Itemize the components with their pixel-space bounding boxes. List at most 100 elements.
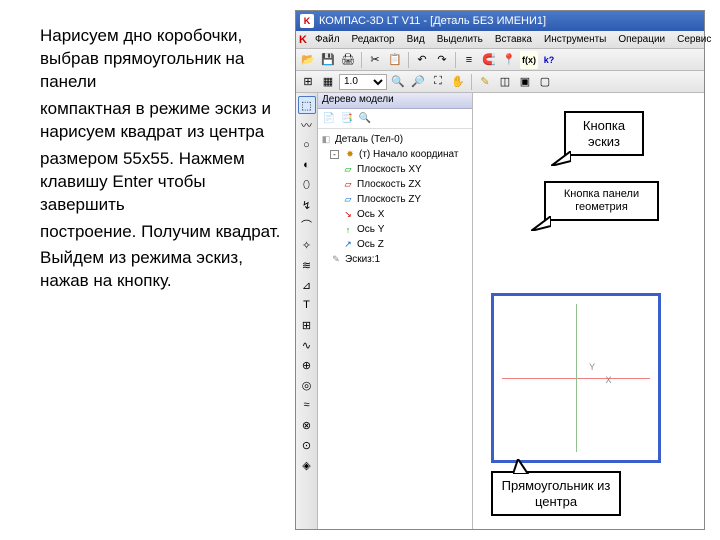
plane-icon: ▱ [342,164,354,176]
menu-select[interactable]: Выделить [432,33,488,46]
spline-icon[interactable]: ↯ [298,196,316,214]
x-axis-label: X [606,375,612,385]
p4: построение. Получим квадрат. [40,221,285,244]
window-title: КОМПАС-3D LT V11 - [Деталь БЕЗ ИМЕНИ1] [319,15,546,27]
sketch-icon: ✎ [330,254,342,266]
callout-rect-center: Прямоугольник из центра [491,471,621,516]
open-icon[interactable]: 📂 [299,51,317,69]
grid-icon[interactable]: ⊞ [299,73,317,91]
sketch-button[interactable]: ✎ [476,73,494,91]
workarea: ⬚ 〰 ○ ◐ ⬯ ↯ ⌒ ✧ ≋ ⊿ T ⊞ ∿ ⊕ ◎ ≈ ⊗ ⊙ ◈ Де… [296,93,704,529]
collapse-icon[interactable]: - [330,150,339,159]
tree-plane-xy[interactable]: ▱ Плоскость XY [320,162,470,177]
help-button[interactable]: k? [540,51,558,69]
chamfer-icon[interactable]: ⊿ [298,276,316,294]
arc-icon[interactable]: ◐ [298,156,316,174]
tree-tool-icon[interactable]: 📑 [339,111,355,127]
geometry-panel-button[interactable]: ⬚ [298,96,316,114]
offset-icon[interactable]: ◎ [298,376,316,394]
tree-toolbar: 📄 📑 🔍 [318,109,472,129]
magnet-icon[interactable]: 🧲 [480,51,498,69]
titlebar: K КОМПАС-3D LT V11 - [Деталь БЕЗ ИМЕНИ1] [296,11,704,31]
fit-icon[interactable]: ⛶ [429,73,447,91]
scale-select[interactable]: 1.0 [339,74,387,90]
redo-icon[interactable]: ↷ [433,51,451,69]
tree-plane-zy[interactable]: ▱ Плоскость ZY [320,192,470,207]
model-tree: ◧ Деталь (Тел-0) - ✸ (т) Начало координа… [318,129,472,529]
shade-icon[interactable]: ▣ [516,73,534,91]
tree-tool-icon[interactable]: 📄 [321,111,337,127]
line-icon[interactable]: 〰 [298,116,316,134]
print-icon[interactable]: 🖨 [339,51,357,69]
compact-panel: ⬚ 〰 ○ ◐ ⬯ ↯ ⌒ ✧ ≋ ⊿ T ⊞ ∿ ⊕ ◎ ≈ ⊗ ⊙ ◈ [296,93,318,529]
app-logo-icon: K [300,14,314,28]
curve-icon[interactable]: ∿ [298,336,316,354]
circle-icon[interactable]: ○ [298,136,316,154]
table-icon[interactable]: ⊞ [298,316,316,334]
layers-icon[interactable]: ▦ [319,73,337,91]
ellipse-icon[interactable]: ⬯ [298,176,316,194]
menu-insert[interactable]: Вставка [490,33,537,46]
tree-title: Дерево модели [318,93,472,109]
system-menu-icon[interactable]: K [298,31,308,49]
zoom-out-icon[interactable]: 🔎 [409,73,427,91]
model-tree-panel: Дерево модели 📄 📑 🔍 ◧ Деталь (Тел-0) - ✸… [318,93,473,529]
tree-origin[interactable]: - ✸ (т) Начало координат [320,147,470,162]
tree-tool-icon[interactable]: 🔍 [357,111,373,127]
save-icon[interactable]: 💾 [319,51,337,69]
tree-sketch[interactable]: ✎ Эскиз:1 [320,252,470,267]
fx-button[interactable]: f(x) [520,51,538,69]
hatch-icon[interactable]: ≋ [298,256,316,274]
separator [361,52,362,68]
text-icon[interactable]: T [298,296,316,314]
separator [471,74,472,90]
axis-icon: ↑ [342,224,354,236]
menu-tools[interactable]: Инструменты [539,33,611,46]
separator [408,52,409,68]
kompas-screenshot: K КОМПАС-3D LT V11 - [Деталь БЕЗ ИМЕНИ1]… [295,10,705,530]
callout-sketch-button: Кнопка эскиз [564,111,644,156]
tree-axis-z[interactable]: ↗ Ось Z [320,237,470,252]
props-icon[interactable]: ≡ [460,51,478,69]
separator [455,52,456,68]
viewport[interactable]: Y X [473,93,704,529]
extend-icon[interactable]: ⊙ [298,436,316,454]
plane-icon: ▱ [342,179,354,191]
cut-icon[interactable]: ✂ [366,51,384,69]
part-icon: ◧ [320,134,332,146]
p5: Выйдем из режима эскиз, нажав на кнопку. [40,247,285,293]
menu-view[interactable]: Вид [402,33,430,46]
copy-icon[interactable]: 📋 [386,51,404,69]
menu-ops[interactable]: Операции [613,33,670,46]
tree-plane-zx[interactable]: ▱ Плоскость ZX [320,177,470,192]
p1: Нарисуем дно коробочки, выбрав прямоугол… [40,25,285,94]
poly-icon[interactable]: ◈ [298,456,316,474]
view3d-icon[interactable]: ◫ [496,73,514,91]
trim-icon[interactable]: ⊗ [298,416,316,434]
pin-icon[interactable]: 📍 [500,51,518,69]
axis-icon: ↗ [342,239,354,251]
callout-tail-icon [531,216,551,231]
p3: размером 55х55. Нажмем клавишу Enter что… [40,148,285,217]
menubar: K Файл Редактор Вид Выделить Вставка Инс… [296,31,704,49]
callout-tail-icon [551,151,571,166]
p2: компактная в режиме эскиз и нарисуем ква… [40,98,285,144]
instruction-text: Нарисуем дно коробочки, выбрав прямоугол… [0,0,295,540]
zoom-in-icon[interactable]: 🔍 [389,73,407,91]
menu-service[interactable]: Сервис [672,33,716,46]
wire-icon[interactable]: ▢ [536,73,554,91]
bezier-icon[interactable]: ⌒ [298,216,316,234]
equid-icon[interactable]: ≈ [298,396,316,414]
callout-tail-icon [513,459,533,474]
menu-file[interactable]: Файл [310,33,345,46]
tree-axis-x[interactable]: ↘ Ось X [320,207,470,222]
tree-root[interactable]: ◧ Деталь (Тел-0) [320,132,470,147]
pan-icon[interactable]: ✋ [449,73,467,91]
tree-axis-y[interactable]: ↑ Ось Y [320,222,470,237]
y-axis-label: Y [589,362,595,372]
undo-icon[interactable]: ↶ [413,51,431,69]
rect-center-button[interactable]: ✧ [298,236,316,254]
plane-icon: ▱ [342,194,354,206]
point-icon[interactable]: ⊕ [298,356,316,374]
menu-editor[interactable]: Редактор [347,33,400,46]
